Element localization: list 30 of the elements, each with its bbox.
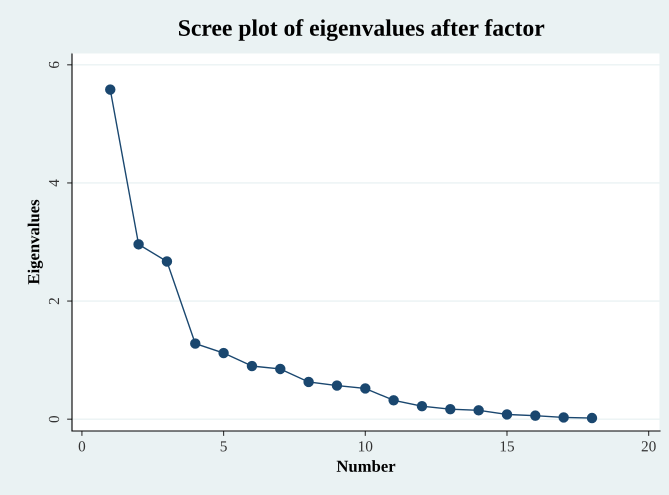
x-tick-label: 20 [642, 441, 656, 452]
point [190, 338, 200, 349]
point [473, 405, 484, 416]
point [586, 412, 598, 424]
point [133, 239, 144, 250]
x-tick-label: 0 [78, 441, 86, 452]
point [275, 364, 286, 374]
y-tick-label: 6 [48, 61, 60, 68]
point [416, 400, 428, 412]
x-axis-title: Number [336, 460, 396, 472]
y-tick-label: 0 [48, 416, 60, 422]
x-tick-label: 5 [220, 441, 227, 452]
point [360, 383, 370, 394]
y-tick-label: 4 [48, 179, 60, 186]
x-tick-label: 15 [500, 441, 514, 452]
x-tick-label: 10 [358, 441, 372, 452]
chart-title: Scree plot of eigenvalues after factor [179, 19, 544, 41]
y-tick-label: 2 [48, 298, 60, 304]
point [105, 84, 116, 95]
y-axis-title: Eigenvalues [28, 200, 43, 284]
point [246, 360, 258, 372]
point [388, 395, 399, 406]
point [502, 409, 512, 420]
point [530, 410, 541, 421]
point [303, 376, 314, 388]
point [445, 404, 456, 414]
point [558, 412, 569, 423]
point [218, 348, 229, 358]
point [332, 380, 342, 391]
point [162, 256, 172, 267]
